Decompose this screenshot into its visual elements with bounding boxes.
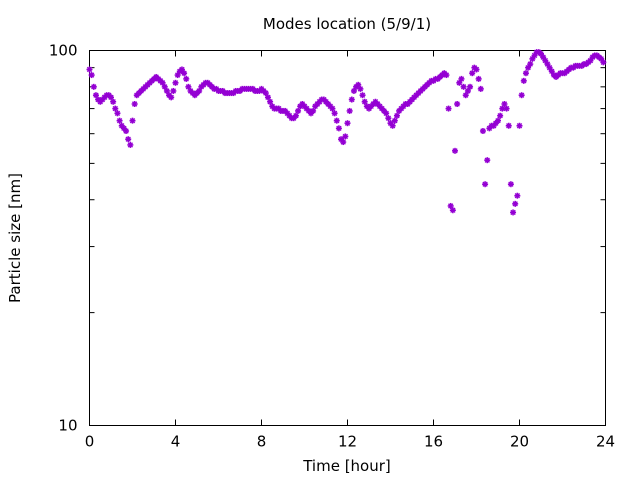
data-point (510, 209, 517, 216)
data-point (127, 141, 134, 148)
data-point (123, 128, 130, 135)
data-point (295, 107, 302, 114)
x-tick-label: 0 (85, 433, 95, 451)
data-point (497, 112, 504, 119)
data-point (505, 122, 512, 129)
data-point (129, 117, 136, 124)
data-point (495, 117, 501, 124)
y-axis: 10 100 (49, 42, 606, 435)
data-point (473, 66, 480, 73)
data-point (484, 157, 491, 164)
data-point (125, 136, 132, 143)
data-point (383, 110, 390, 117)
data-point (340, 139, 347, 146)
data-point (477, 85, 484, 92)
data-point (112, 105, 119, 112)
data-point (170, 87, 177, 94)
data-point (90, 83, 97, 90)
data-point (393, 112, 400, 119)
data-point (512, 200, 519, 207)
data-point (116, 117, 123, 124)
x-tick-label: 16 (424, 433, 443, 451)
data-point (181, 70, 188, 77)
data-point (391, 117, 398, 124)
data-point (460, 83, 467, 90)
y-axis-label: Particle size [nm] (6, 173, 24, 303)
data-point (475, 75, 482, 82)
data-point (108, 94, 114, 101)
data-point (518, 92, 525, 99)
data-point (114, 110, 121, 117)
data-point (482, 181, 489, 188)
data-point (503, 105, 510, 112)
data-point (172, 79, 179, 86)
data-point (458, 75, 465, 82)
data-point (183, 75, 190, 82)
data-point (507, 181, 514, 188)
data-point (292, 112, 299, 119)
data-point (329, 105, 336, 112)
data-point (310, 107, 317, 114)
data-point (520, 77, 527, 84)
data-point (335, 125, 342, 132)
data-point (88, 72, 95, 79)
data-point (445, 105, 452, 112)
y-tick-label: 10 (58, 417, 77, 435)
data-point (168, 94, 175, 101)
data-points (86, 49, 607, 216)
x-tick-label: 8 (257, 433, 267, 451)
y-tick-label: 100 (49, 42, 78, 60)
data-point (344, 120, 351, 127)
data-point (359, 92, 366, 99)
data-point (348, 96, 355, 103)
data-point (527, 61, 534, 68)
data-point (449, 207, 456, 214)
data-point (454, 101, 461, 108)
data-point (499, 105, 506, 112)
data-point (514, 192, 521, 199)
data-point (361, 98, 368, 105)
data-point (357, 85, 364, 92)
x-tick-label: 4 (171, 433, 181, 451)
data-point (131, 101, 138, 108)
chart-title: Modes location (5/9/1) (263, 15, 431, 33)
data-point (479, 128, 486, 135)
data-point (516, 122, 523, 129)
data-point (333, 117, 340, 124)
data-point (522, 70, 529, 77)
data-point (501, 101, 508, 108)
x-axis-label: Time [hour] (302, 457, 391, 475)
data-point (267, 98, 274, 105)
plot-frame (89, 50, 606, 426)
data-point (467, 83, 474, 90)
data-point (389, 122, 396, 129)
data-point (538, 50, 544, 57)
data-point (385, 115, 392, 122)
data-point (469, 70, 476, 77)
data-point (600, 59, 607, 66)
data-point (110, 98, 117, 105)
data-point (331, 110, 338, 117)
data-point (447, 202, 454, 209)
data-point (346, 107, 353, 114)
data-point (86, 66, 93, 73)
x-tick-label: 12 (338, 433, 357, 451)
x-axis: 0 4 8 12 16 20 24 (85, 50, 615, 451)
data-point (452, 147, 458, 154)
data-point (342, 133, 349, 140)
x-tick-label: 20 (510, 433, 529, 451)
data-point (443, 72, 450, 79)
x-tick-label: 24 (596, 433, 615, 451)
